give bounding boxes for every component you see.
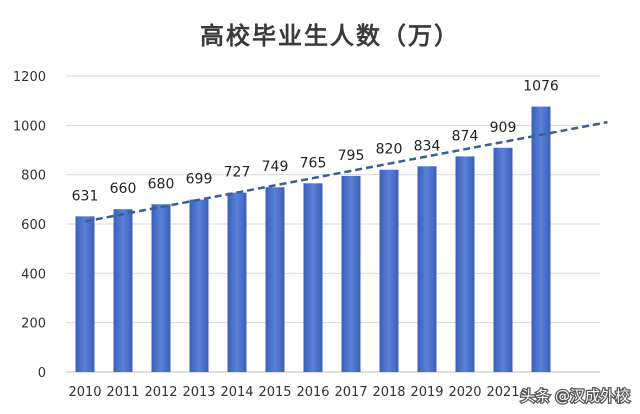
bar: [379, 169, 399, 372]
trend-line: [84, 120, 608, 223]
y-tick-label: 1000: [13, 119, 46, 134]
data-label: 660: [110, 181, 137, 197]
bar: [417, 166, 437, 372]
bar: [113, 209, 133, 372]
x-tick-label: 2015: [258, 385, 291, 400]
bar: [227, 192, 247, 372]
y-tick-label: 800: [21, 169, 46, 184]
gridlines: [66, 75, 600, 373]
data-label: 765: [300, 155, 327, 171]
bar: [303, 183, 323, 372]
y-tick-label: 400: [21, 267, 46, 282]
watermark-text: 头条 @汉成外校: [520, 387, 630, 405]
data-label: 1076: [523, 79, 559, 95]
x-tick-label: 2020: [448, 385, 481, 400]
y-tick-label: 200: [21, 317, 46, 332]
data-label: 631: [72, 188, 99, 204]
bar: [493, 147, 513, 372]
data-label: 909: [490, 120, 517, 136]
data-label: 820: [376, 142, 403, 158]
data-label: 834: [414, 138, 441, 154]
y-tick-label: 0: [38, 366, 46, 381]
x-tick-label: 2018: [372, 385, 405, 400]
bar: [455, 156, 475, 372]
data-labels: 631 660 680 699 727 749 765 795 820 834 874 909 1076: [72, 79, 559, 205]
bar: [531, 106, 551, 372]
x-tick-label: 2014: [220, 385, 253, 400]
bar: [189, 199, 209, 372]
data-label: 749: [262, 159, 289, 175]
data-label: 680: [148, 176, 175, 192]
data-label: 874: [452, 128, 479, 144]
data-label: 727: [224, 165, 251, 181]
y-tick-label: 600: [21, 218, 46, 233]
x-tick-label: 2019: [410, 385, 443, 400]
trendline: [84, 120, 608, 223]
x-tick-label: 2016: [296, 385, 329, 400]
chart-title: 高校毕业生人数（万）: [200, 22, 460, 50]
bar: [75, 216, 95, 372]
bar: [341, 175, 361, 372]
data-label: 795: [338, 148, 365, 164]
x-tick-label: 2010: [68, 385, 101, 400]
x-tick-label: 2011: [106, 385, 139, 400]
x-tick-label: 2012: [144, 385, 177, 400]
y-tick-label: 1200: [13, 70, 46, 85]
bar: [151, 204, 171, 372]
bar: [265, 187, 285, 372]
data-label: 699: [186, 172, 213, 188]
x-axis: 2010 2011 2012 2013 2014 2015 2016 2017 2018 2019…: [68, 385, 519, 400]
x-tick-label: 2021: [486, 385, 519, 400]
watermark: 头条 @汉成外校: [519, 386, 631, 407]
x-tick-label: 2017: [334, 385, 367, 400]
y-axis: 0 200 400 600 800 1000 1200: [13, 70, 46, 381]
bars: [75, 106, 551, 372]
x-tick-label: 2013: [182, 385, 215, 400]
